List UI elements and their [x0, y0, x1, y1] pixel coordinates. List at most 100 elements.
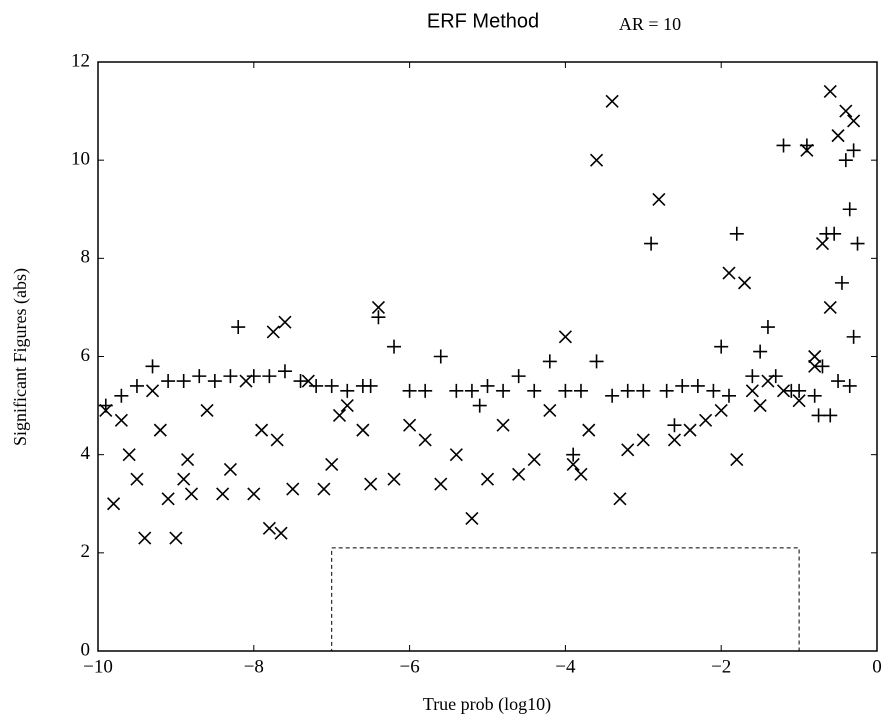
- scatter-point: [834, 275, 849, 290]
- scatter-point: [605, 388, 620, 403]
- scatter-point: [216, 487, 230, 501]
- scatter-point: [464, 383, 479, 398]
- scatter-point: [760, 320, 775, 335]
- scatter-point: [262, 369, 277, 384]
- scatter-point: [721, 388, 736, 403]
- scatter-point: [496, 383, 511, 398]
- scatter-point: [200, 403, 214, 418]
- scatter-point: [324, 378, 339, 393]
- scatter-point: [387, 472, 401, 486]
- scatter-point: [815, 237, 830, 251]
- scatter-point: [605, 94, 619, 108]
- scatter-point: [683, 423, 697, 437]
- scatter-point: [223, 369, 238, 384]
- scatter-point: [823, 408, 838, 423]
- scatter-point: [184, 487, 199, 501]
- scatter-point: [636, 383, 651, 398]
- scatter-point: [465, 511, 479, 526]
- annotation: AR = 10: [619, 14, 681, 34]
- scatter-point: [246, 369, 261, 384]
- scatter-point: [480, 378, 495, 393]
- scatter-point: [699, 413, 713, 427]
- scatter-point: [472, 398, 487, 413]
- scatter-point: [842, 378, 857, 393]
- scatter-point: [122, 448, 136, 462]
- scatter-point: [247, 487, 261, 501]
- scatter-point: [527, 453, 541, 467]
- scatter-point: [239, 374, 253, 388]
- scatter-point: [449, 383, 464, 398]
- scatter-point: [706, 383, 721, 398]
- scatter-point: [738, 276, 752, 290]
- y-tick-label: 10: [71, 149, 90, 170]
- scatter-point: [325, 457, 339, 472]
- scatter-point: [589, 354, 604, 369]
- scatter-point: [114, 388, 129, 403]
- scatter-point: [161, 492, 175, 506]
- scatter-point: [270, 433, 284, 447]
- scatter-point: [402, 383, 417, 398]
- y-tick-label: 12: [71, 50, 90, 71]
- scatter-point: [714, 403, 728, 418]
- scatter-point: [768, 369, 783, 384]
- scatter-point: [675, 378, 690, 393]
- x-tick-label: −8: [244, 656, 264, 677]
- scatter-point: [266, 325, 280, 339]
- y-tick-label: 2: [81, 541, 91, 562]
- scatter-point: [850, 236, 865, 251]
- scatter-point: [177, 472, 191, 486]
- scatter-point: [262, 521, 276, 535]
- scatter-point: [573, 383, 588, 398]
- scatter-point: [418, 383, 433, 398]
- scatter-point: [231, 320, 246, 335]
- scatter-point: [838, 153, 853, 168]
- scatter-point: [332, 408, 347, 422]
- scatter-point: [114, 413, 128, 427]
- scatter-point: [192, 369, 207, 384]
- scatter-point: [138, 531, 152, 545]
- scatter-point: [827, 226, 842, 241]
- scatter-point: [730, 453, 744, 467]
- scatter-point: [277, 364, 292, 379]
- scatter-point: [278, 315, 292, 329]
- scatter-point: [480, 472, 495, 486]
- scatter-point: [286, 482, 300, 496]
- scatter-point: [613, 492, 627, 506]
- scatter-point: [511, 369, 526, 384]
- scatter-point: [145, 359, 160, 374]
- scatter-point: [356, 423, 370, 437]
- scatter-point: [153, 423, 167, 437]
- x-tick-label: 0: [872, 656, 882, 677]
- scatter-point: [99, 403, 113, 418]
- scatter-point: [667, 418, 682, 433]
- scatter-point: [363, 378, 378, 393]
- scatter-point: [620, 383, 635, 398]
- scatter-point: [558, 383, 573, 398]
- scatter-point: [847, 114, 861, 128]
- scatter-point: [371, 310, 386, 325]
- scatter-point: [644, 236, 659, 251]
- scatter-point: [418, 433, 432, 447]
- scatter-point: [542, 354, 557, 369]
- scatter-point: [558, 330, 572, 344]
- scatter-point: [745, 369, 760, 384]
- scatter-point: [690, 378, 705, 393]
- scatter-point: [811, 408, 826, 423]
- scatter-point: [753, 344, 768, 359]
- scatter-point: [387, 339, 402, 354]
- scatter-point: [223, 462, 237, 476]
- scatter-point: [842, 202, 857, 217]
- scatter-point: [496, 418, 510, 432]
- scatter-point: [161, 374, 176, 389]
- scatter-point: [846, 329, 861, 344]
- scatter-point: [433, 349, 448, 364]
- scatter-point: [403, 418, 417, 432]
- scatter-point: [574, 467, 588, 481]
- scatter-point: [274, 526, 288, 540]
- highlight-box: [331, 547, 800, 652]
- scatter-point: [846, 143, 861, 158]
- scatter-point: [129, 378, 144, 393]
- scatter-point: [839, 104, 853, 118]
- scatter-point: [449, 448, 463, 462]
- scatter-point: [589, 153, 604, 167]
